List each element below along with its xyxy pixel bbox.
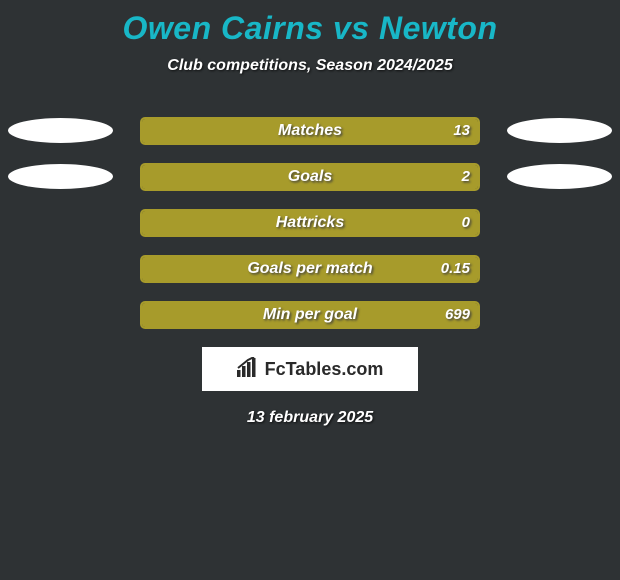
- player2-ellipse: [507, 164, 612, 189]
- stat-row: Goals per match0.15: [0, 255, 620, 283]
- stat-bar-fill: [142, 303, 478, 327]
- stat-bar: Matches13: [140, 117, 480, 145]
- brand-box: FcTables.com: [202, 347, 418, 391]
- stat-row: Min per goal699: [0, 301, 620, 329]
- player1-name: Owen Cairns: [122, 10, 323, 46]
- stats-area: Matches13 Goals2 Hattricks0 Goals per match…: [0, 117, 620, 329]
- player1-ellipse: [8, 164, 113, 189]
- player1-ellipse: [8, 118, 113, 143]
- date-line: 13 february 2025: [0, 409, 620, 427]
- chart-icon: [237, 357, 261, 382]
- comparison-infographic: Owen Cairns vs Newton Club competitions,…: [0, 0, 620, 580]
- vs-text: vs: [333, 10, 370, 46]
- stat-bar: Goals per match0.15: [140, 255, 480, 283]
- stat-bar: Hattricks0: [140, 209, 480, 237]
- stat-row: Goals2: [0, 163, 620, 191]
- stat-row: Matches13: [0, 117, 620, 145]
- brand-text: FcTables.com: [265, 359, 384, 380]
- stat-bar-fill: [142, 211, 478, 235]
- stat-bar-fill: [142, 165, 478, 189]
- brand-inner: FcTables.com: [237, 357, 384, 382]
- player2-name: Newton: [379, 10, 498, 46]
- page-title: Owen Cairns vs Newton: [0, 0, 620, 47]
- stat-bar-fill: [142, 257, 478, 281]
- player2-ellipse: [507, 118, 612, 143]
- subtitle: Club competitions, Season 2024/2025: [0, 57, 620, 75]
- stat-bar: Goals2: [140, 163, 480, 191]
- stat-bar: Min per goal699: [140, 301, 480, 329]
- stat-bar-fill: [142, 119, 478, 143]
- stat-row: Hattricks0: [0, 209, 620, 237]
